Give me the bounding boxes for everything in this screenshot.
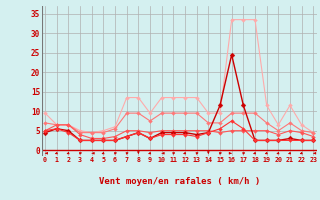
X-axis label: Vent moyen/en rafales ( km/h ): Vent moyen/en rafales ( km/h ) [99, 177, 260, 186]
